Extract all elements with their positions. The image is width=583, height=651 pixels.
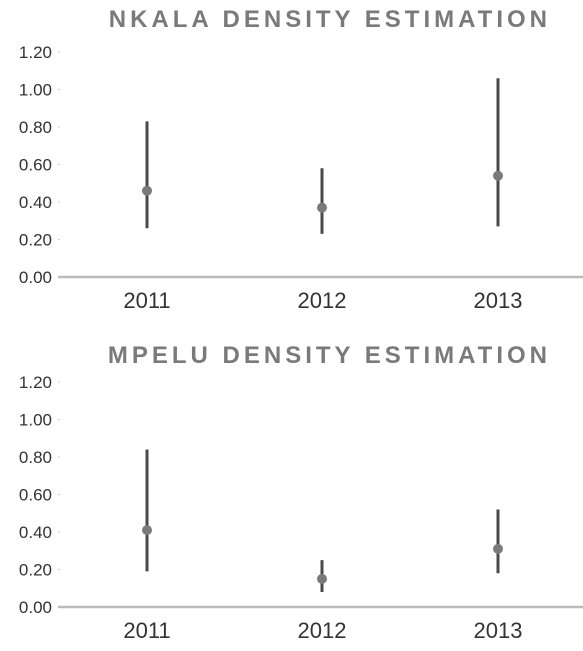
chart-title: MPELU DENSITY ESTIMATION (107, 342, 551, 369)
estimate-point (317, 202, 327, 213)
estimate-point (142, 525, 152, 536)
y-tick-label: 0.80 (19, 118, 52, 137)
y-tick-label: 1.20 (19, 43, 52, 62)
estimate-point (493, 170, 503, 181)
y-tick-label: 0.80 (19, 448, 52, 467)
y-tick-label: 0.20 (19, 561, 52, 580)
y-tick-label: 1.00 (19, 81, 52, 100)
nkala-density-chart: 0.00 0.20 0.40 0.60 0.80 1.00 1.20 2011 2012 2013 (19, 43, 583, 313)
estimate-point (493, 543, 503, 554)
y-tick-label: 1.00 (19, 411, 52, 430)
x-tick-label: 2011 (123, 288, 170, 313)
y-tick-label: 0.40 (19, 523, 52, 542)
y-tick-label: 0.20 (19, 231, 52, 250)
estimate-point (317, 573, 327, 584)
x-tick-label: 2012 (298, 288, 347, 313)
y-tick-label: 0.40 (19, 193, 52, 212)
mpelu-density-chart: 0.00 0.20 0.40 0.60 0.80 1.00 1.20 2011 2012 2013 (19, 373, 583, 643)
x-tick-label: 2013 (474, 618, 523, 643)
y-tick-label: 1.20 (19, 373, 52, 392)
x-tick-label: 2013 (474, 288, 523, 313)
chart-title: NKALA DENSITY ESTIMATION (108, 6, 551, 33)
y-tick-label: 0.00 (19, 268, 52, 287)
estimate-point (142, 185, 152, 196)
x-tick-label: 2011 (123, 618, 170, 643)
x-tick-label: 2012 (298, 618, 347, 643)
y-tick-label: 0.00 (19, 598, 52, 617)
y-tick-label: 0.60 (19, 156, 52, 175)
y-tick-label: 0.60 (19, 486, 52, 505)
